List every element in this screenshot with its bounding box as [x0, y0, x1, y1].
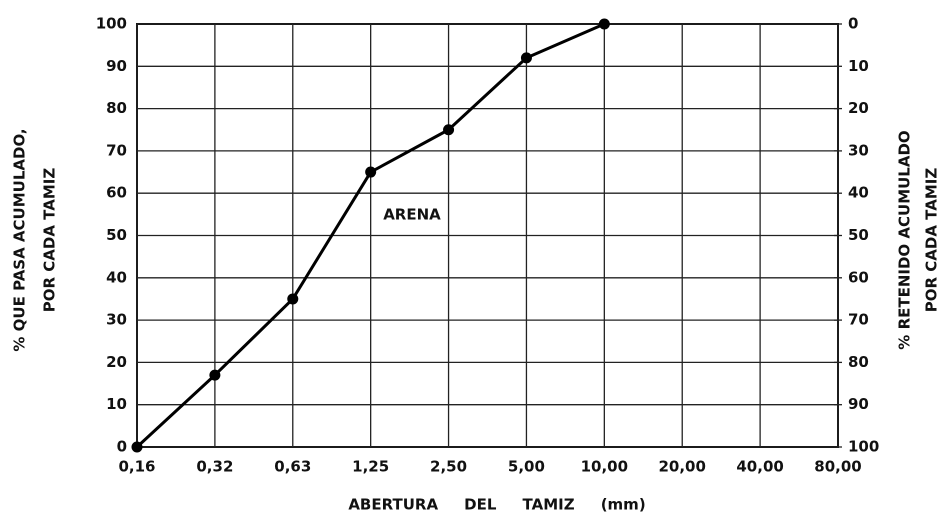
y2-axis-label: % RETENIDO ACUMULADO	[896, 130, 914, 349]
y2-tick-label: 90	[848, 395, 869, 413]
y2-tick-label: 20	[848, 99, 869, 117]
data-point	[520, 52, 532, 64]
data-point	[598, 18, 610, 30]
data-point	[443, 124, 455, 136]
x-tick-label: 20,00	[658, 458, 705, 476]
y2-tick-label: 0	[848, 15, 858, 33]
x-tick-label: 5,00	[508, 458, 545, 476]
y-tick-label: 10	[106, 395, 127, 413]
y-axis-label: POR CADA TAMIZ	[41, 168, 59, 313]
y2-tick-label: 70	[848, 311, 869, 329]
data-point	[131, 441, 143, 453]
x-tick-label: 0,63	[274, 458, 311, 476]
y2-tick-label: 40	[848, 184, 869, 202]
y2-tick-label: 80	[848, 353, 869, 371]
y2-tick-label: 30	[848, 141, 869, 159]
y2-tick-label: 50	[848, 226, 869, 244]
y-axis-label: % QUE PASA ACUMULADO,	[11, 128, 29, 351]
x-tick-label: 0,16	[118, 458, 155, 476]
y2-tick-label: 10	[848, 57, 869, 75]
data-point	[365, 166, 377, 178]
data-point	[209, 369, 221, 381]
y-tick-label: 0	[117, 438, 127, 456]
data-point	[287, 293, 299, 305]
y-tick-label: 40	[106, 268, 127, 286]
x-tick-label: 0,32	[196, 458, 233, 476]
x-tick-label: 10,00	[581, 458, 628, 476]
x-tick-label: 80,00	[814, 458, 861, 476]
y2-tick-label: 100	[848, 438, 879, 456]
x-tick-label: 2,50	[430, 458, 467, 476]
y-tick-label: 90	[106, 57, 127, 75]
y-tick-label: 30	[106, 311, 127, 329]
x-tick-label: 1,25	[352, 458, 389, 476]
y-tick-label: 20	[106, 353, 127, 371]
y-tick-label: 100	[96, 15, 127, 33]
y-tick-label: 80	[106, 99, 127, 117]
y-tick-label: 50	[106, 226, 127, 244]
y2-axis-label: POR CADA TAMIZ	[923, 168, 941, 313]
annotation: ARENA	[383, 206, 441, 224]
x-axis-label: ABERTURA DEL TAMIZ (mm)	[348, 496, 645, 514]
y2-tick-label: 60	[848, 268, 869, 286]
y-tick-label: 70	[106, 141, 127, 159]
y-tick-label: 60	[106, 184, 127, 202]
x-tick-label: 40,00	[736, 458, 783, 476]
